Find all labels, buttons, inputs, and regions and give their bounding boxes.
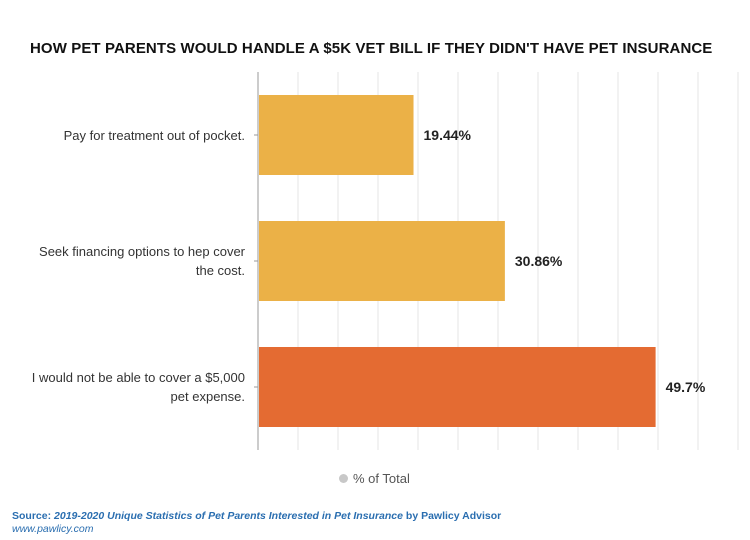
source-suffix: by Pawlicy Advisor: [402, 510, 502, 522]
source-prefix: Source:: [12, 510, 55, 522]
source-title: 2019-2020 Unique Statistics of Pet Paren…: [54, 510, 403, 522]
legend-label: % of Total: [353, 471, 410, 486]
data-label-2: 30.86%: [515, 253, 563, 269]
category-label-1: Pay for treatment out of pocket.: [63, 127, 245, 143]
bar-1: [259, 95, 414, 175]
source-note: Source: 2019-2020 Unique Statistics of P…: [12, 510, 501, 522]
category-label-3: I would not be able to cover a $5,000 pe…: [31, 370, 245, 404]
chart-title: HOW PET PARENTS WOULD HANDLE A $5K VET B…: [30, 40, 713, 57]
data-label-1: 19.44%: [424, 127, 472, 143]
data-label-3: 49.7%: [666, 379, 706, 395]
category-label-2: Seek financing options to hep cover the …: [39, 244, 245, 278]
bar-3: [259, 347, 656, 427]
bar-2: [259, 221, 505, 301]
legend-swatch: [339, 474, 348, 483]
source-url: www.pawlicy.com: [12, 523, 94, 535]
legend: % of Total: [339, 471, 410, 486]
